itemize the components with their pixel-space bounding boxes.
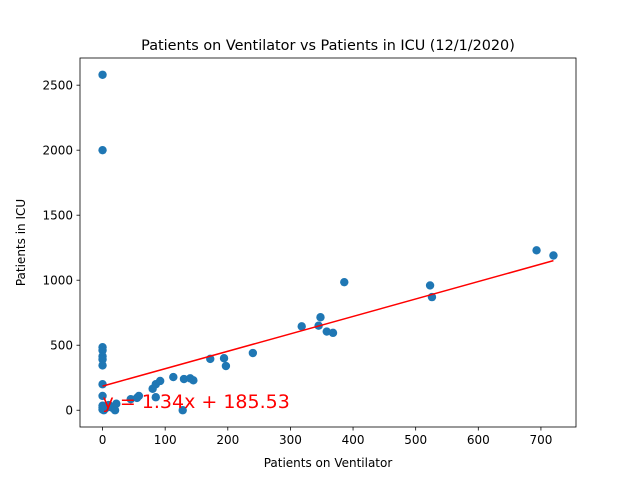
data-point: [221, 361, 231, 371]
data-point: [98, 361, 107, 370]
y-tick-label: 1500: [42, 209, 73, 223]
data-point: [532, 246, 541, 255]
data-point: [297, 322, 306, 331]
y-tick-label: 500: [50, 339, 73, 353]
data-point: [178, 406, 187, 415]
data-point: [425, 281, 435, 290]
regression-line: [102, 259, 554, 387]
y-tick-label: 2500: [42, 79, 73, 93]
data-point: [98, 145, 107, 155]
plot-frame: [79, 57, 577, 428]
y-tick-label: 2000: [42, 144, 73, 158]
data-point: [169, 372, 178, 382]
x-tick-label: 300: [279, 433, 302, 447]
data-point: [98, 346, 107, 355]
data-point: [98, 355, 107, 364]
x-tick-label: 100: [154, 433, 177, 447]
data-point: [98, 391, 107, 401]
data-point: [189, 376, 198, 385]
data-point: [134, 391, 144, 401]
x-tick-label: 200: [216, 433, 239, 447]
data-point: [340, 277, 349, 287]
data-point: [322, 327, 331, 336]
axes-layer: 0 100 200 300 400 500 600 700 0 500 1000 1500 2000 25…: [42, 79, 552, 447]
data-point: [98, 380, 107, 389]
plot-layer: y = 1.34x + 185.53: [98, 70, 558, 415]
chart-title: Patients on Ventilator vs Patients in IC…: [141, 38, 515, 54]
y-tick-label: 1000: [42, 274, 73, 288]
x-tick-label: 700: [529, 433, 552, 447]
data-point: [98, 70, 107, 79]
data-point: [219, 354, 229, 363]
y-tick-label: 0: [65, 404, 73, 418]
data-point: [328, 328, 338, 338]
data-point: [316, 313, 325, 322]
x-tick-label: 500: [404, 433, 427, 447]
data-point: [110, 406, 120, 415]
x-tick-label: 0: [99, 433, 107, 447]
data-point: [248, 348, 258, 358]
y-axis-label: Patients in ICU: [14, 199, 28, 286]
data-point: [126, 394, 135, 404]
data-point: [179, 374, 189, 384]
x-axis-label: Patients on Ventilator: [264, 456, 393, 470]
x-tick-label: 400: [342, 433, 365, 447]
x-tick-label: 600: [467, 433, 490, 447]
data-point: [549, 251, 558, 260]
data-point: [151, 393, 160, 402]
data-point: [112, 399, 121, 408]
regression-equation: y = 1.34x + 185.53: [103, 391, 290, 413]
data-point: [155, 376, 165, 386]
